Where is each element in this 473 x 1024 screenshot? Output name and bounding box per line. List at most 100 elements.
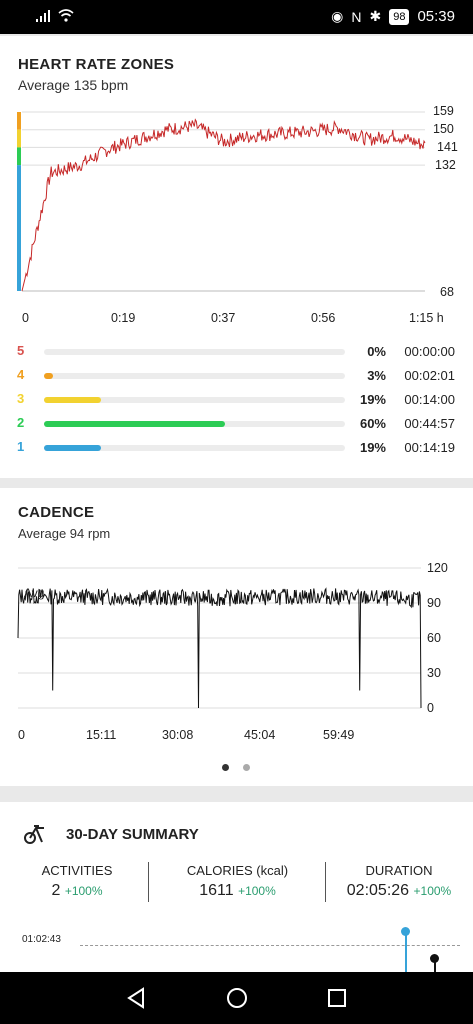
status-right: ◉ N ✱ 98 05:39 bbox=[331, 8, 455, 25]
calories-stat[interactable]: CALORIES (kcal) 1611 +100% bbox=[160, 863, 315, 900]
hr-zone-band bbox=[17, 165, 21, 291]
status-bar: ◉ N ✱ 98 05:39 bbox=[0, 0, 473, 34]
zone-row-5: 5 0% 00:00:00 bbox=[0, 343, 473, 363]
hr-xtick-4: 1:15 h bbox=[409, 311, 444, 325]
heart-rate-average: Average 135 bpm bbox=[18, 77, 129, 93]
zone-fill bbox=[44, 421, 225, 427]
zone-time: 00:00:00 bbox=[404, 344, 455, 359]
hr-ytick-159: 159 bbox=[433, 104, 454, 118]
divider bbox=[148, 862, 149, 902]
zone-row-3: 3 19% 00:14:00 bbox=[0, 391, 473, 411]
zone-time: 00:02:01 bbox=[404, 368, 455, 383]
connectivity-icons bbox=[36, 9, 74, 22]
activities-stat[interactable]: ACTIVITIES 2 +100% bbox=[22, 863, 132, 900]
hr-ytick-68: 68 bbox=[440, 285, 454, 299]
calories-change: +100% bbox=[238, 884, 276, 898]
activities-value: 2 bbox=[51, 882, 61, 899]
summary-title: 30-DAY SUMMARY bbox=[66, 826, 199, 843]
heart-rate-title: HEART RATE ZONES bbox=[18, 56, 175, 73]
zone-bar bbox=[44, 421, 345, 427]
cadence-card[interactable]: CADENCE Average 94 rpm Avg 120 90 60 30 … bbox=[0, 488, 473, 786]
cadence-avg-label: Avg bbox=[24, 586, 45, 600]
summary-point-1[interactable] bbox=[401, 927, 410, 936]
zone-time: 00:14:00 bbox=[404, 392, 455, 407]
duration-value: 02:05:26 bbox=[346, 882, 410, 899]
zone-number: 5 bbox=[17, 343, 25, 358]
hr-ytick-150: 150 bbox=[433, 122, 454, 136]
cad-ytick-120: 120 bbox=[427, 561, 448, 575]
zone-percent: 19% bbox=[359, 392, 386, 407]
duration-stat[interactable]: DURATION 02:05:26 +100% bbox=[334, 863, 464, 900]
battery-indicator: 98 bbox=[389, 8, 410, 25]
home-icon[interactable] bbox=[226, 987, 248, 1009]
navigation-bar bbox=[0, 972, 473, 1024]
hr-xtick-3: 0:56 bbox=[311, 311, 336, 325]
cad-ytick-90: 90 bbox=[427, 596, 441, 610]
back-icon[interactable] bbox=[125, 987, 147, 1009]
hr-xtick-0: 0 bbox=[22, 311, 29, 325]
hr-xtick-2: 0:37 bbox=[211, 311, 236, 325]
activities-change: +100% bbox=[64, 884, 103, 898]
zone-row-4: 4 3% 00:02:01 bbox=[0, 367, 473, 387]
zone-percent: 19% bbox=[359, 440, 386, 455]
hr-ytick-132: 132 bbox=[435, 158, 456, 172]
summary-point-2[interactable] bbox=[430, 954, 439, 963]
zone-fill bbox=[44, 397, 102, 403]
zone-bar bbox=[44, 397, 345, 403]
cad-ytick-60: 60 bbox=[427, 631, 441, 645]
clock: 05:39 bbox=[417, 8, 455, 25]
zone-number: 2 bbox=[17, 415, 25, 430]
cad-xtick-1: 15:11 bbox=[86, 728, 117, 742]
heart-rate-card[interactable]: HEART RATE ZONES Average 135 bpm 159 150… bbox=[0, 36, 473, 478]
recents-icon[interactable] bbox=[326, 987, 348, 1009]
zone-time: 00:14:19 bbox=[404, 440, 455, 455]
zone-row-1: 1 19% 00:14:19 bbox=[0, 439, 473, 459]
zone-percent: 60% bbox=[359, 416, 386, 431]
summary-chart-gridline bbox=[80, 945, 460, 946]
signal-icon bbox=[36, 10, 50, 22]
bluetooth-icon: ✱ bbox=[369, 8, 382, 24]
duration-label: DURATION bbox=[365, 863, 433, 878]
summary-bar-1[interactable] bbox=[405, 932, 407, 972]
page-indicator[interactable] bbox=[222, 764, 250, 771]
zone-number: 4 bbox=[17, 367, 25, 382]
cadence-line bbox=[17, 587, 422, 709]
hr-zone-band bbox=[17, 112, 21, 130]
hr-ytick-141: 141 bbox=[437, 140, 458, 154]
zone-percent: 0% bbox=[367, 344, 386, 359]
wifi-icon bbox=[58, 9, 74, 22]
zone-number: 1 bbox=[17, 439, 25, 454]
calories-value: 1611 bbox=[199, 882, 234, 899]
cad-ytick-0: 0 bbox=[427, 701, 434, 715]
summary-chart-label: 01:02:43 bbox=[22, 934, 61, 945]
calories-label: CALORIES (kcal) bbox=[186, 863, 289, 878]
zone-fill bbox=[44, 445, 102, 451]
zone-time: 00:44:57 bbox=[404, 416, 455, 431]
zone-bar bbox=[44, 373, 345, 379]
zone-number: 3 bbox=[17, 391, 25, 406]
divider bbox=[325, 862, 326, 902]
heart-rate-chart[interactable] bbox=[0, 102, 473, 332]
zone-bar bbox=[44, 349, 345, 355]
zone-row-2: 2 60% 00:44:57 bbox=[0, 415, 473, 435]
page-dot-active[interactable] bbox=[222, 764, 229, 771]
cad-ytick-30: 30 bbox=[427, 666, 441, 680]
cadence-title: CADENCE bbox=[18, 504, 95, 521]
page-dot[interactable] bbox=[243, 764, 250, 771]
zone-percent: 3% bbox=[367, 368, 386, 383]
zone-bar bbox=[44, 445, 345, 451]
cad-xtick-0: 0 bbox=[18, 728, 25, 742]
cadence-chart[interactable] bbox=[0, 558, 473, 718]
cad-xtick-4: 59:49 bbox=[323, 728, 355, 742]
zone-fill bbox=[44, 373, 54, 379]
hr-xtick-1: 0:19 bbox=[111, 311, 136, 325]
heart-rate-line bbox=[21, 118, 426, 292]
summary-card[interactable]: 30-DAY SUMMARY bbox=[0, 802, 473, 972]
cadence-average: Average 94 rpm bbox=[18, 526, 111, 541]
summary-bar-2[interactable] bbox=[434, 958, 436, 972]
hr-zone-band bbox=[17, 147, 21, 166]
eye-icon: ◉ bbox=[331, 8, 344, 24]
activities-label: ACTIVITIES bbox=[41, 863, 113, 878]
bike-icon bbox=[24, 825, 44, 844]
hr-zone-band bbox=[17, 129, 21, 148]
